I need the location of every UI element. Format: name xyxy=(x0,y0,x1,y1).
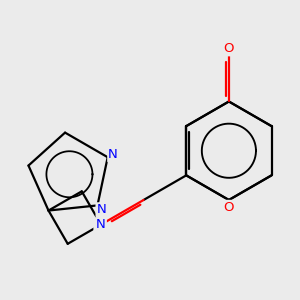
Text: O: O xyxy=(224,201,234,214)
Text: N: N xyxy=(96,218,106,231)
Text: O: O xyxy=(224,42,234,55)
Text: N: N xyxy=(97,203,106,216)
Text: N: N xyxy=(108,148,118,161)
Text: O: O xyxy=(94,219,105,232)
